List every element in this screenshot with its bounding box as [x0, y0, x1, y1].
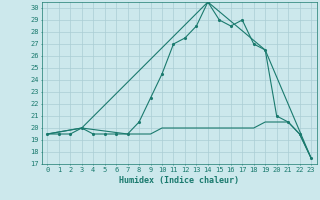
X-axis label: Humidex (Indice chaleur): Humidex (Indice chaleur) — [119, 176, 239, 185]
